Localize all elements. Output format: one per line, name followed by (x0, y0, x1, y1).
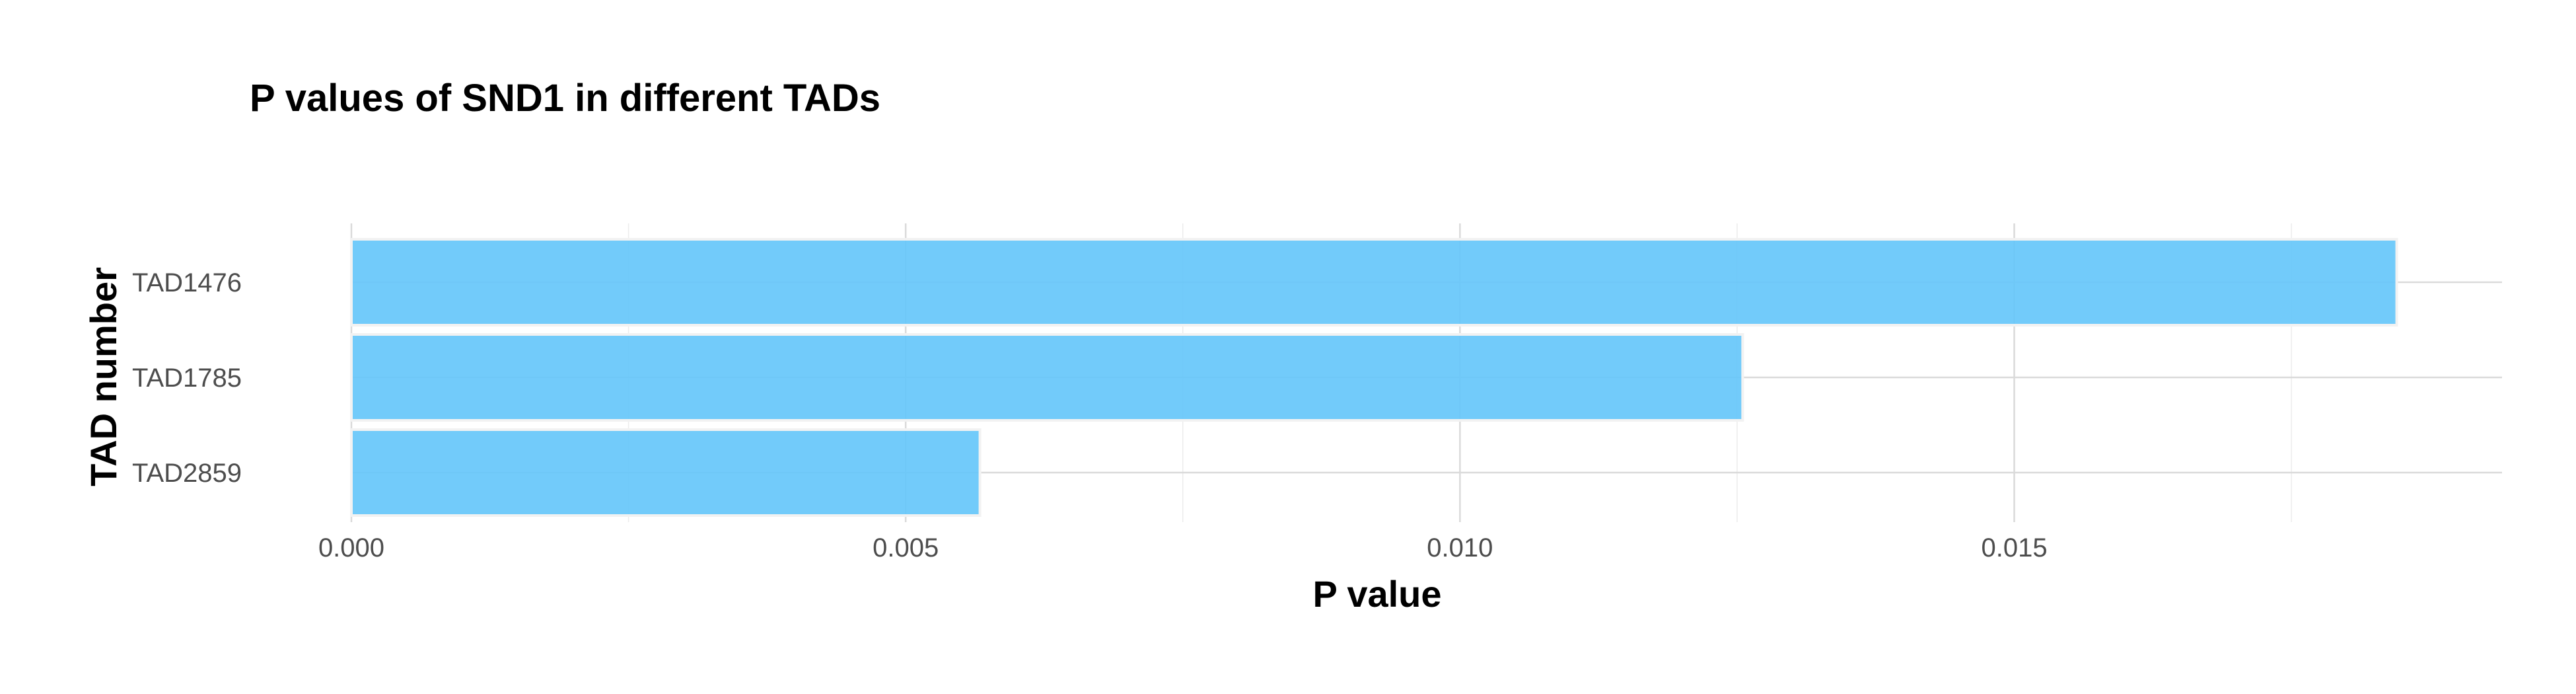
y-tick-label: TAD1476 (132, 268, 242, 297)
y-axis-title: TAD number (83, 267, 124, 486)
bar-tad2859 (351, 430, 980, 516)
x-tick-label: 0.015 (1981, 533, 2047, 562)
chart-title: P values of SND1 in different TADs (250, 77, 880, 120)
bar-tad1476 (351, 239, 2397, 325)
bar-tad1785 (351, 334, 1742, 420)
x-tick-label: 0.005 (873, 533, 939, 562)
y-tick-labels: TAD1476 TAD1785 TAD2859 (132, 268, 242, 488)
x-tick-label: 0.010 (1427, 533, 1493, 562)
x-axis-title: P value (1312, 573, 1441, 615)
y-tick-label: TAD2859 (132, 459, 242, 488)
x-tick-labels: 0.000 0.005 0.010 0.015 (318, 533, 2048, 562)
y-tick-label: TAD1785 (132, 364, 242, 393)
x-tick-label: 0.000 (318, 533, 384, 562)
